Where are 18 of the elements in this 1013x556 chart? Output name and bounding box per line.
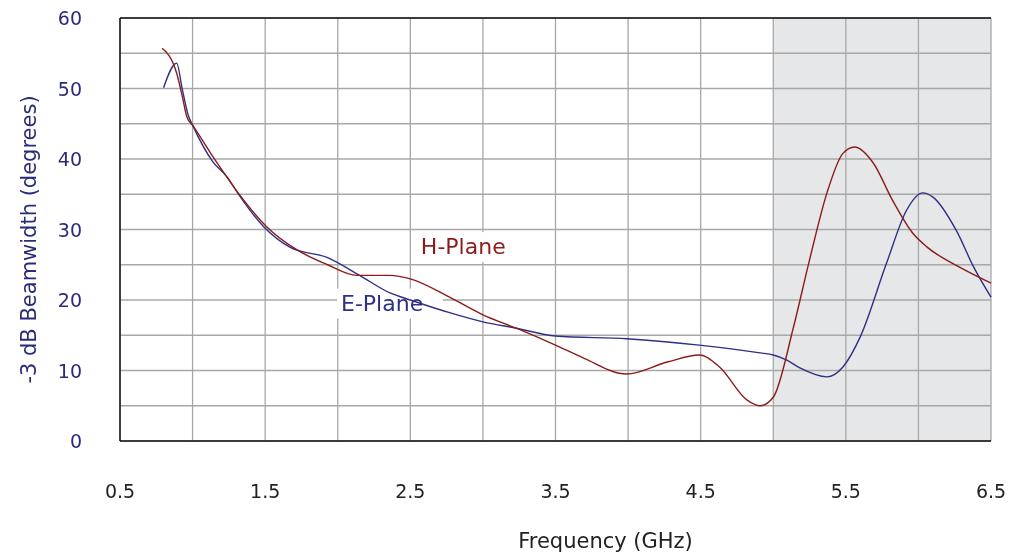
y-tick-label: 10: [57, 359, 82, 382]
y-tick-label: 20: [57, 289, 82, 311]
x-tick-label: 2.5: [395, 480, 426, 502]
y-tick-label: 60: [57, 7, 82, 29]
series-label: H-Plane: [420, 234, 506, 260]
x-tick-label: 5.5: [830, 480, 861, 502]
y-axis-title: -3 dB Beamwidth (degrees): [17, 95, 41, 384]
series-label: E-Plane: [341, 290, 424, 316]
x-tick-label: 6.5: [975, 480, 1007, 502]
x-tick-label: 1.5: [250, 480, 281, 502]
y-tick-label: 0: [69, 430, 82, 452]
y-tick-label: 40: [57, 148, 82, 170]
x-tick-label: 4.5: [685, 480, 716, 502]
x-axis-title: Frequency (GHz): [518, 529, 693, 553]
x-tick-label: 0.5: [104, 480, 136, 502]
y-tick-label: 30: [57, 218, 82, 241]
x-tick-label: 3.5: [540, 480, 571, 502]
y-tick-label: 50: [57, 77, 82, 100]
